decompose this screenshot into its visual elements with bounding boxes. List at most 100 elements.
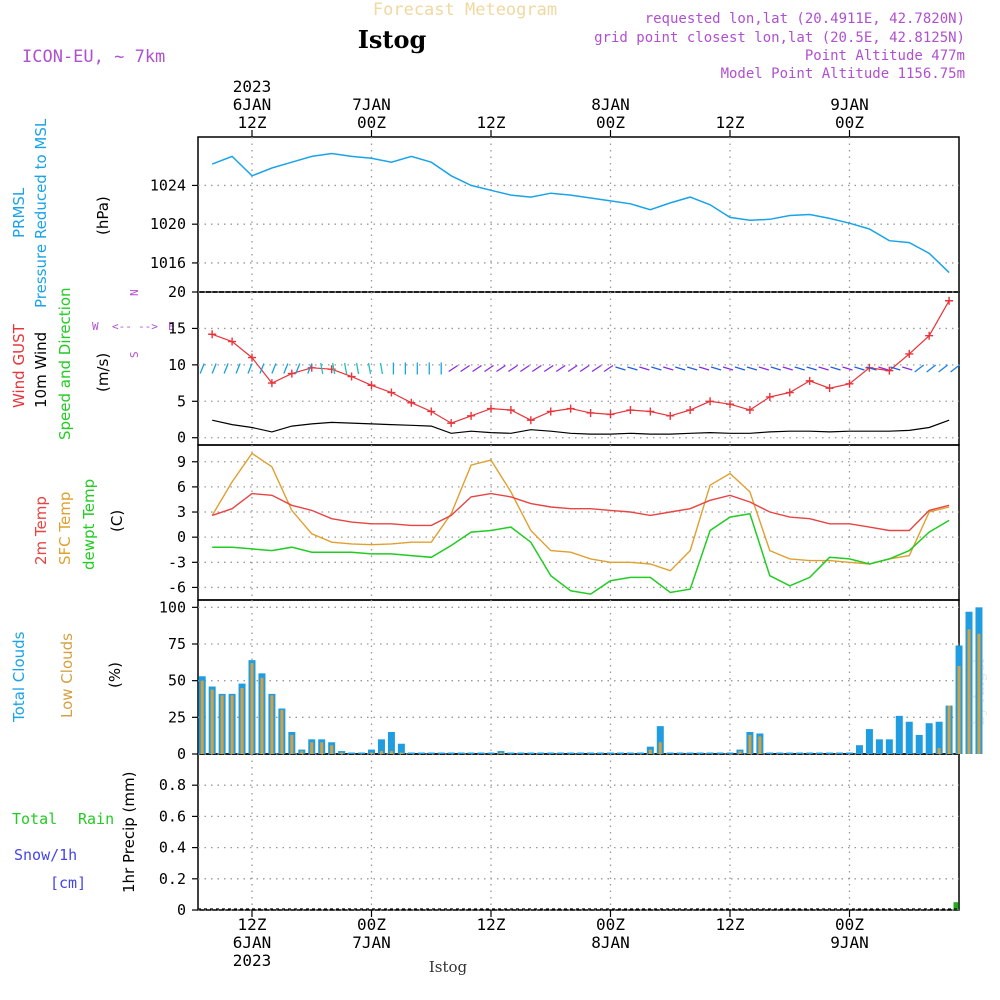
panel-precip — [197, 753, 960, 911]
wind-direction-arrow — [295, 363, 301, 374]
wind-gust-point — [586, 408, 595, 417]
xtick-label-top-hour: 12Z — [477, 113, 506, 132]
wind-gust-point — [347, 372, 356, 381]
total-cloud-bar — [457, 752, 465, 754]
total-cloud-bar — [557, 752, 565, 754]
pressure-line — [211, 152, 950, 274]
low-cloud-bar — [758, 736, 762, 754]
wind-direction-arrow — [866, 366, 877, 371]
axis-layer: 10161020102405101520-6-30369025507510000… — [150, 77, 869, 970]
ytick-label: 0 — [177, 901, 186, 919]
wind-direction-arrow — [758, 366, 770, 371]
low-cloud-bar — [300, 751, 304, 754]
xtick-label-top-hour: 00Z — [835, 113, 864, 132]
compass-s: S — [128, 351, 141, 358]
wind-direction-arrow — [734, 366, 746, 371]
total-cloud-bar — [447, 752, 455, 754]
ytick-label: 9 — [177, 453, 186, 471]
low-cloud-bar — [399, 752, 403, 754]
ytick-label: 0.6 — [159, 807, 186, 825]
ytick-label: 3 — [177, 503, 186, 521]
xtick-label-bottom-year: 2023 — [233, 951, 272, 970]
low-cloud-bar — [290, 734, 294, 754]
low-cloud-bar — [310, 742, 314, 754]
total-cloud-bar — [348, 752, 356, 754]
wind-direction-arrow — [519, 364, 530, 373]
total-cloud-bar — [726, 752, 734, 754]
total-cloud-bar — [865, 729, 873, 754]
total-cloud-bar — [636, 752, 644, 754]
wind-direction-arrow — [926, 364, 937, 373]
label-10m-wind: 10m Wind — [32, 332, 50, 408]
wind-direction-arrow — [854, 366, 865, 371]
wind-10m-line — [212, 419, 950, 435]
low-cloud-bar — [957, 666, 961, 754]
xtick-label-top-date: 9JAN — [830, 95, 869, 114]
total-cloud-bar — [895, 715, 903, 754]
wind-direction-arrow — [332, 362, 336, 375]
compass-w: W — [92, 320, 99, 333]
ytick-label: 15 — [168, 319, 186, 337]
total-cloud-bar — [676, 752, 684, 754]
xtick-label-bottom-hour: 12Z — [716, 915, 745, 934]
wind-gust-point — [905, 349, 914, 358]
compass-rose: N E S W <-- --> — [92, 289, 175, 358]
total-cloud-bar — [527, 752, 535, 754]
total-cloud-bar — [517, 752, 525, 754]
wind-gust-point — [805, 376, 814, 385]
total-cloud-bar — [577, 752, 585, 754]
wind-direction-arrow — [639, 366, 650, 371]
compass-arrow-left: <-- — [112, 320, 132, 333]
xtick-label-bottom-hour: 00Z — [835, 915, 864, 934]
wind-direction-arrow — [484, 364, 494, 373]
wind-direction-arrow — [722, 366, 734, 371]
total-cloud-bar — [826, 752, 834, 754]
wind-direction-arrow — [283, 363, 289, 374]
ytick-label: 100 — [159, 598, 186, 616]
wind-direction-arrow — [794, 366, 805, 371]
low-cloud-bar — [658, 742, 662, 754]
wind-direction-arrow — [460, 364, 470, 373]
low-cloud-bar — [270, 695, 274, 754]
total-cloud-bar — [567, 752, 575, 754]
wind-gust-point — [208, 330, 217, 339]
ytick-label: -6 — [168, 578, 186, 596]
total-cloud-bar — [905, 721, 913, 754]
label-1hr-precip: 1hr Precip (mm) — [120, 772, 138, 893]
dewpt-temp-line — [212, 512, 950, 595]
total-cloud-bar — [407, 752, 415, 754]
panel-temperature — [197, 444, 960, 601]
wind-gust-point — [666, 411, 675, 420]
wind-gust-point — [566, 404, 575, 413]
xtick-label-top-date: 7JAN — [352, 95, 391, 114]
low-cloud-bar — [250, 663, 254, 754]
total-cloud-bar — [836, 752, 844, 754]
low-cloud-bar — [210, 689, 214, 754]
wind-gust-point — [885, 366, 894, 375]
ytick-label: 1016 — [150, 254, 186, 272]
wind-gust-point — [785, 388, 794, 397]
ytick-label: 6 — [177, 478, 186, 496]
wind-direction-arrow — [770, 366, 781, 371]
total-cloud-bar — [766, 752, 774, 754]
total-cloud-bar — [427, 752, 435, 754]
wind-gust-point — [546, 407, 555, 416]
ytick-label: 0 — [177, 429, 186, 447]
label-2m-temp: 2m Temp — [32, 496, 50, 565]
wind-gust-point — [646, 407, 655, 416]
ytick-label: 75 — [168, 635, 186, 653]
low-cloud-bar — [937, 748, 941, 754]
low-cloud-bar — [648, 749, 652, 754]
total-cloud-bar — [358, 752, 366, 754]
wind-direction-arrow — [496, 364, 506, 373]
ytick-label: 1020 — [150, 215, 186, 233]
total-cloud-bar — [666, 752, 674, 754]
wind-direction-arrow — [950, 364, 960, 373]
total-cloud-bar — [487, 752, 495, 754]
low-cloud-bar — [389, 751, 393, 754]
wind-gust-point — [765, 392, 774, 401]
wind-direction-arrow — [247, 363, 253, 374]
temp-2m-line — [211, 492, 950, 532]
wind-direction-arrow — [307, 363, 313, 374]
panel-clouds — [197, 599, 960, 755]
